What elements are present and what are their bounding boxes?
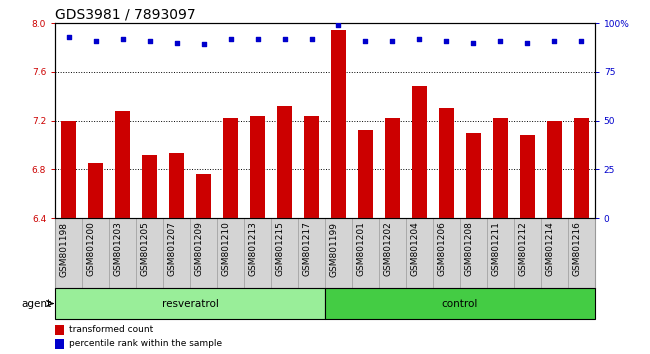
Bar xyxy=(439,108,454,218)
Bar xyxy=(250,116,265,218)
Bar xyxy=(574,118,589,218)
Point xyxy=(549,38,560,44)
Text: resveratrol: resveratrol xyxy=(162,298,218,309)
Point xyxy=(522,40,532,45)
Text: GSM801204: GSM801204 xyxy=(410,222,419,276)
Bar xyxy=(493,118,508,218)
Point xyxy=(118,36,128,41)
Point xyxy=(280,36,290,41)
Bar xyxy=(412,86,427,218)
Bar xyxy=(520,135,535,218)
Text: GSM801213: GSM801213 xyxy=(248,222,257,276)
Point xyxy=(441,38,452,44)
Text: GSM801203: GSM801203 xyxy=(114,222,123,276)
Point xyxy=(90,38,101,44)
Text: GSM801216: GSM801216 xyxy=(572,222,581,276)
Text: GSM801202: GSM801202 xyxy=(384,222,393,276)
Bar xyxy=(196,174,211,218)
Bar xyxy=(466,133,481,218)
Point xyxy=(306,36,317,41)
Point xyxy=(333,22,344,28)
Point xyxy=(387,38,398,44)
Point xyxy=(64,34,74,40)
Text: GSM801209: GSM801209 xyxy=(194,222,203,276)
Bar xyxy=(223,118,238,218)
Point xyxy=(414,36,424,41)
Point xyxy=(198,42,209,47)
Point xyxy=(226,36,236,41)
Point xyxy=(360,38,370,44)
Point xyxy=(576,38,586,44)
Point xyxy=(144,38,155,44)
Text: control: control xyxy=(442,298,478,309)
Bar xyxy=(142,155,157,218)
Bar xyxy=(55,289,325,319)
Text: GSM801206: GSM801206 xyxy=(437,222,447,276)
Bar xyxy=(115,111,130,218)
Text: GSM801214: GSM801214 xyxy=(545,222,554,276)
Bar xyxy=(331,30,346,218)
Text: GDS3981 / 7893097: GDS3981 / 7893097 xyxy=(55,8,196,22)
Text: GSM801210: GSM801210 xyxy=(222,222,231,276)
Text: GSM801215: GSM801215 xyxy=(276,222,285,276)
Text: GSM801207: GSM801207 xyxy=(168,222,177,276)
Text: GSM801208: GSM801208 xyxy=(464,222,473,276)
Text: percentile rank within the sample: percentile rank within the sample xyxy=(69,339,222,348)
Text: GSM801211: GSM801211 xyxy=(491,222,500,276)
Point xyxy=(252,36,263,41)
Bar xyxy=(385,118,400,218)
Bar xyxy=(547,120,562,218)
Text: GSM801205: GSM801205 xyxy=(140,222,150,276)
Bar xyxy=(61,120,76,218)
Bar xyxy=(304,116,319,218)
Text: GSM801212: GSM801212 xyxy=(518,222,527,276)
Text: agent: agent xyxy=(22,298,52,309)
Point xyxy=(172,40,182,45)
Text: GSM801199: GSM801199 xyxy=(330,222,339,276)
Point xyxy=(468,40,478,45)
Point xyxy=(495,38,506,44)
Bar xyxy=(277,106,292,218)
Text: GSM801200: GSM801200 xyxy=(86,222,96,276)
Bar xyxy=(169,153,184,218)
Bar xyxy=(88,163,103,218)
Text: GSM801201: GSM801201 xyxy=(356,222,365,276)
Text: transformed count: transformed count xyxy=(69,325,153,334)
Bar xyxy=(325,289,595,319)
Bar xyxy=(358,130,373,218)
Text: GSM801198: GSM801198 xyxy=(60,222,69,276)
Text: GSM801217: GSM801217 xyxy=(302,222,311,276)
